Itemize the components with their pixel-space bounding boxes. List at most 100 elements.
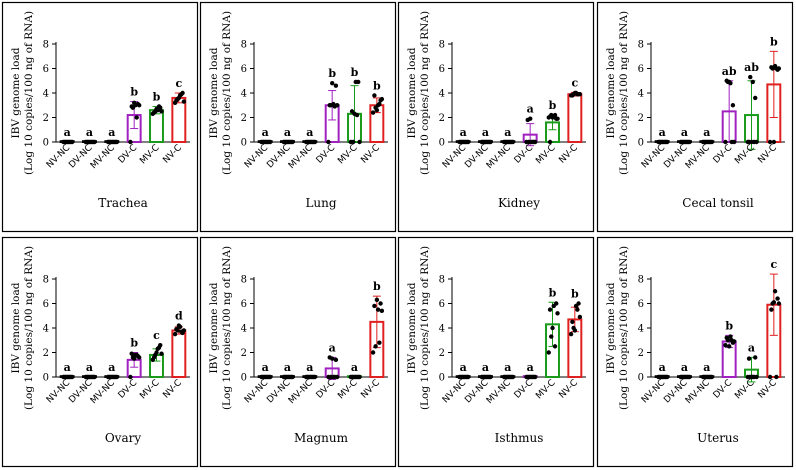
data-point	[532, 139, 538, 145]
panel-border	[397, 236, 595, 468]
significance-letter: a	[108, 361, 115, 374]
panel-cecal-tonsil: IBV genome load (Log 10 copies/100 ng of …	[596, 1, 794, 233]
category-label: NV-NC	[441, 143, 468, 170]
y-tick-label: 8	[439, 40, 445, 51]
bar	[171, 329, 187, 379]
data-point	[154, 350, 159, 355]
bar	[567, 93, 583, 143]
data-point	[554, 301, 559, 306]
y-axis-label-units: (Log 10 copies/100 ng of RNA)	[221, 246, 233, 410]
panel-border	[1, 1, 199, 233]
significance-letter: a	[64, 361, 71, 374]
data-point	[746, 356, 752, 361]
data-point	[129, 351, 134, 356]
panel-border	[199, 236, 397, 468]
category-label: MV-C	[336, 143, 359, 166]
data-point	[172, 331, 178, 337]
y-tick-label: 8	[241, 40, 247, 51]
data-point	[373, 344, 378, 349]
category-label: NV-NC	[640, 378, 667, 405]
data-point	[528, 116, 533, 121]
data-point	[351, 139, 356, 145]
data-point	[379, 308, 385, 314]
data-point	[372, 303, 377, 309]
category-label: DV-C	[117, 143, 140, 166]
data-point	[128, 139, 133, 145]
data-point	[687, 374, 692, 380]
y-axis-label: IBV genome load	[605, 282, 617, 373]
significance-letter: a	[482, 126, 489, 139]
data-point	[312, 139, 318, 145]
significance-letter: a	[703, 126, 710, 139]
data-point	[69, 374, 75, 380]
y-tick-label: 4	[241, 324, 247, 335]
y-axis-label-units: (Log 10 copies/100 ng of RNA)	[221, 11, 233, 175]
category-label: NV-C	[161, 378, 184, 401]
category-label: NV-NC	[243, 378, 270, 405]
chart-title: Cecal tonsil	[682, 196, 754, 210]
data-point	[547, 139, 553, 145]
data-point	[159, 351, 164, 356]
data-point	[156, 104, 162, 109]
y-axis-label-units: (Log 10 copies/100 ng of RNA)	[618, 246, 630, 410]
y-tick-label: 0	[439, 373, 445, 384]
y-tick-label: 0	[439, 138, 445, 149]
y-axis-label: IBV genome load	[208, 282, 220, 373]
significance-letter: a	[527, 361, 534, 374]
significance-letter: a	[504, 361, 511, 374]
chart-title: Kidney	[498, 196, 540, 210]
data-point	[92, 139, 97, 145]
category-label: NV-C	[756, 143, 779, 166]
category-label: DV-C	[117, 378, 140, 401]
category-label: DV-C	[513, 143, 536, 166]
significance-letter: a	[659, 361, 666, 374]
y-tick-label: 2	[43, 113, 49, 124]
y-tick-label: 0	[241, 373, 247, 384]
category-label: NV-NC	[45, 378, 72, 405]
significance-letter: b	[328, 67, 336, 80]
significance-letter: c	[153, 329, 160, 342]
y-axis-label: IBV genome load	[406, 47, 418, 138]
data-point	[510, 374, 516, 380]
category-label: NV-C	[359, 143, 382, 166]
significance-letter: a	[306, 126, 313, 139]
data-point	[375, 307, 381, 312]
data-point	[372, 93, 377, 98]
data-point	[687, 139, 692, 145]
y-axis-label: IBV genome load	[10, 282, 22, 373]
category-label: DV-C	[315, 378, 338, 401]
y-axis-label: IBV genome load	[605, 47, 617, 138]
data-point	[357, 374, 362, 380]
data-point	[151, 110, 157, 115]
category-label: MV-NC	[287, 378, 315, 406]
significance-letter: a	[527, 103, 534, 116]
data-point	[555, 311, 560, 316]
significance-letter: b	[549, 286, 557, 299]
significance-letter: a	[659, 126, 666, 139]
y-axis-label-units: (Log 10 copies/100 ng of RNA)	[419, 11, 431, 175]
data-point	[374, 297, 380, 303]
significance-letter: b	[373, 79, 381, 92]
data-point	[546, 350, 551, 355]
y-tick-label: 8	[439, 275, 445, 286]
chart-title: Ovary	[105, 431, 142, 445]
data-point	[159, 109, 164, 114]
chart-title: Lung	[305, 196, 336, 210]
significance-letter: a	[681, 126, 688, 139]
data-point	[114, 374, 120, 380]
significance-letter: a	[329, 341, 336, 354]
panel-magnum: IBV genome load (Log 10 copies/100 ng of …	[199, 236, 397, 468]
data-point	[267, 374, 273, 380]
y-tick-label: 4	[638, 324, 644, 335]
data-point	[327, 103, 332, 108]
category-label: MV-C	[534, 378, 557, 401]
data-point	[709, 374, 715, 380]
data-point	[379, 96, 385, 102]
significance-letter: b	[351, 66, 359, 79]
data-point	[723, 342, 728, 348]
category-label: NV-NC	[243, 143, 270, 170]
data-point	[330, 81, 335, 86]
data-point	[136, 103, 142, 108]
data-point	[549, 334, 554, 339]
